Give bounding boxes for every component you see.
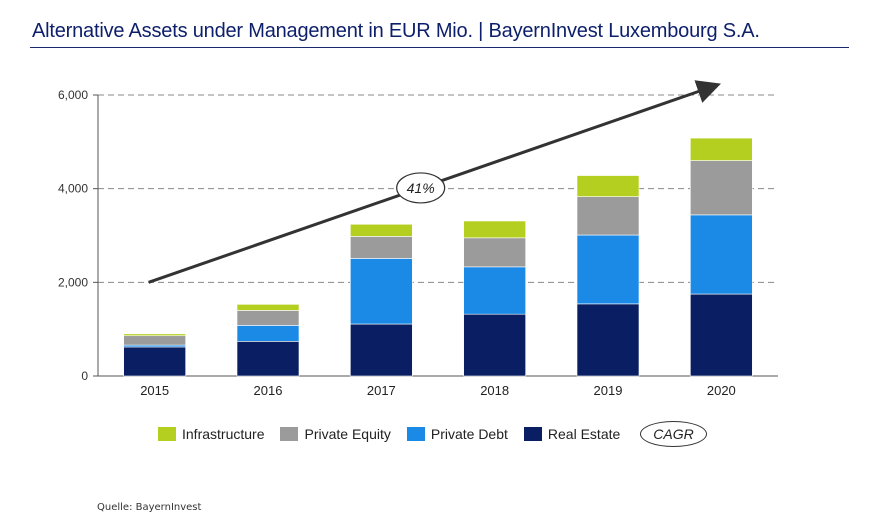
x-tick-label: 2015 (140, 383, 169, 398)
bar-private-debt-2018 (463, 266, 526, 315)
legend-label: Private Debt (430, 426, 508, 442)
legend-item-private-equity: Private Equity (280, 426, 391, 442)
bar-private-debt-2020 (690, 214, 753, 295)
bar-private-debt-2016 (236, 325, 300, 342)
legend-item-infrastructure: Infrastructure (158, 426, 264, 442)
x-tick-label: 2018 (480, 383, 509, 398)
bar-private-equity-2016 (236, 310, 300, 326)
bar-infrastructure-2018 (463, 220, 526, 239)
legend-swatch-infrastructure (158, 427, 176, 441)
x-tick-label: 2017 (367, 383, 396, 398)
bar-real-estate-2015 (123, 346, 186, 377)
chart-legend: Infrastructure Private Equity Private De… (158, 421, 707, 447)
bar-real-estate-2016 (236, 341, 300, 377)
stacked-bar-chart: 0 2,000 4,000 6,000 2015 2016 2017 2018 2019 2020… (58, 80, 778, 398)
cagr-bubble (396, 172, 446, 204)
bar-private-equity-2020 (690, 160, 753, 216)
bar-real-estate-2017 (350, 323, 413, 377)
y-tick-label: 0 (81, 369, 88, 383)
legend-swatch-private-equity (280, 427, 299, 441)
x-tick-label: 2016 (254, 383, 283, 398)
legend-label: Private Equity (304, 426, 391, 442)
bar-private-equity-2018 (463, 237, 526, 268)
bar-real-estate-2019 (576, 303, 640, 377)
bar-real-estate-2018 (463, 313, 526, 377)
bar-private-equity-2015 (123, 335, 186, 346)
x-tick-label: 2019 (594, 383, 623, 398)
y-tick-label: 2,000 (58, 275, 88, 289)
bar-infrastructure-2019 (576, 175, 640, 197)
bar-infrastructure-2020 (690, 137, 753, 161)
legend-item-real-estate: Real Estate (523, 426, 621, 442)
x-tick-label: 2020 (707, 383, 736, 398)
y-tick-label: 6,000 (58, 88, 88, 102)
bar-private-debt-2017 (350, 258, 413, 325)
bar-infrastructure-2017 (350, 223, 413, 237)
legend-swatch-real-estate (523, 427, 542, 441)
y-tick-label: 4,000 (58, 182, 88, 196)
bar-private-equity-2017 (350, 236, 413, 259)
bar-private-equity-2019 (576, 196, 640, 236)
title-divider (30, 47, 849, 48)
bar-private-debt-2019 (576, 234, 640, 305)
cagr-legend-key: CAGR (640, 421, 707, 447)
source-note: Quelle: BayernInvest (97, 502, 202, 513)
bar-infrastructure-2015 (123, 333, 186, 337)
legend-item-private-debt: Private Debt (406, 426, 508, 442)
cagr-value-label: 41% (407, 180, 435, 196)
chart-title: Alternative Assets under Management in E… (32, 20, 760, 42)
legend-label: Real Estate (547, 426, 621, 442)
legend-swatch-private-debt (406, 427, 425, 441)
bar-real-estate-2020 (690, 293, 753, 377)
legend-label: Infrastructure (182, 426, 265, 442)
bar-infrastructure-2016 (236, 304, 300, 311)
